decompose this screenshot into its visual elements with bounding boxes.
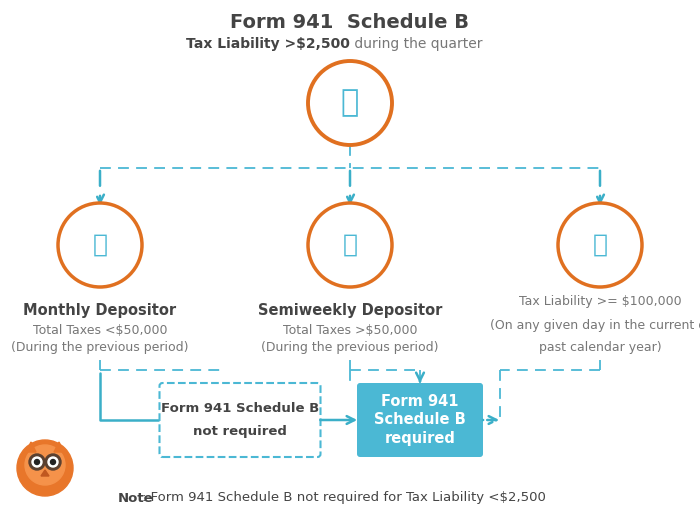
- Polygon shape: [41, 470, 49, 476]
- Text: Tax Liability >= $100,000: Tax Liability >= $100,000: [519, 295, 681, 309]
- Text: required: required: [384, 431, 456, 445]
- Circle shape: [45, 454, 61, 470]
- FancyBboxPatch shape: [357, 383, 483, 457]
- Text: Form 941 Schedule B: Form 941 Schedule B: [161, 402, 319, 416]
- Text: Total Taxes <$50,000: Total Taxes <$50,000: [33, 324, 167, 336]
- Circle shape: [308, 61, 392, 145]
- Circle shape: [29, 454, 45, 470]
- Circle shape: [308, 203, 392, 287]
- Text: (During the previous period): (During the previous period): [11, 340, 189, 353]
- Circle shape: [50, 459, 55, 464]
- Circle shape: [17, 440, 73, 496]
- Circle shape: [48, 457, 58, 467]
- Circle shape: [25, 445, 65, 485]
- Text: Total Taxes >$50,000: Total Taxes >$50,000: [283, 324, 417, 336]
- Polygon shape: [26, 442, 36, 452]
- Text: Schedule B: Schedule B: [374, 413, 466, 428]
- Text: Semiweekly Depositor: Semiweekly Depositor: [258, 303, 442, 317]
- Circle shape: [32, 457, 42, 467]
- Text: past calendar year): past calendar year): [539, 340, 662, 353]
- Circle shape: [558, 203, 642, 287]
- Polygon shape: [54, 442, 64, 452]
- Text: 📄: 📄: [341, 89, 359, 117]
- Text: (On any given day in the current or: (On any given day in the current or: [489, 319, 700, 332]
- Text: Monthly Depositor: Monthly Depositor: [23, 303, 176, 317]
- Circle shape: [58, 203, 142, 287]
- Text: Tax Liability >$2,500: Tax Liability >$2,500: [186, 37, 350, 51]
- Text: Form 941: Form 941: [382, 395, 458, 410]
- Text: Note: Note: [118, 492, 153, 504]
- Text: Form 941  Schedule B: Form 941 Schedule B: [230, 12, 470, 32]
- Text: (During the previous period): (During the previous period): [261, 340, 439, 353]
- Text: 🏛: 🏛: [592, 233, 608, 257]
- Text: 💰: 💰: [342, 233, 358, 257]
- Text: 📅: 📅: [92, 233, 108, 257]
- Text: : Form 941 Schedule B not required for Tax Liability <$2,500: : Form 941 Schedule B not required for T…: [142, 492, 546, 504]
- Circle shape: [34, 459, 39, 464]
- FancyBboxPatch shape: [160, 383, 321, 457]
- Text: during the quarter: during the quarter: [350, 37, 482, 51]
- Text: not required: not required: [193, 424, 287, 437]
